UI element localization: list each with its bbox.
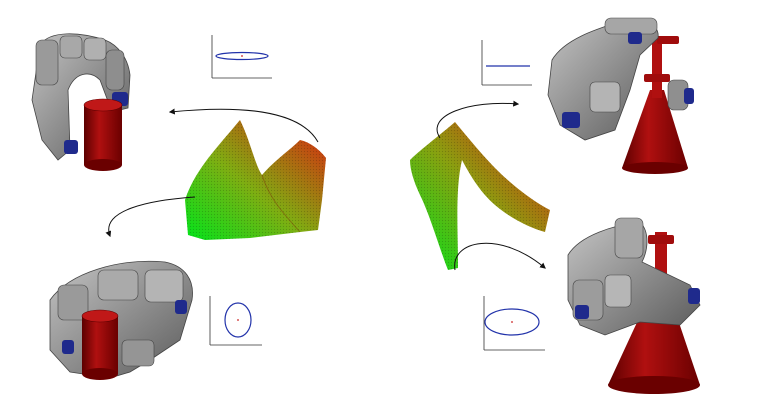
funnel-object-icon — [622, 36, 688, 174]
arrows — [105, 100, 546, 271]
grasp-manifold-surface-left — [185, 120, 326, 240]
arrow-to-bottom-left — [105, 196, 196, 238]
cylinder-object-icon — [83, 98, 123, 171]
grasp-covariance-plot — [211, 35, 272, 79]
grasp-manifold-surface-right — [410, 122, 550, 270]
grasp-covariance-plot — [481, 40, 532, 86]
panel-top-right — [481, 17, 694, 174]
arrow-to-top-left — [168, 108, 319, 143]
funnel-object-icon — [608, 232, 700, 394]
robot-hand-icon — [31, 33, 131, 161]
cylinder-object-icon — [81, 309, 119, 380]
grasp-covariance-plot — [483, 296, 545, 351]
robot-hand-icon — [49, 260, 193, 379]
covariance-ellipse — [224, 302, 252, 338]
grasp-covariance-plot — [209, 296, 262, 346]
arrow-to-bottom-right — [454, 242, 546, 271]
covariance-ellipse — [484, 308, 540, 336]
panel-top-left — [31, 33, 272, 171]
robot-hand-icon — [567, 217, 701, 336]
covariance-ellipse — [215, 51, 269, 61]
arrow-to-top-right — [436, 100, 520, 139]
robot-hand-icon — [547, 17, 694, 141]
panel-bottom-left — [49, 260, 262, 380]
panel-bottom-right — [483, 217, 701, 394]
